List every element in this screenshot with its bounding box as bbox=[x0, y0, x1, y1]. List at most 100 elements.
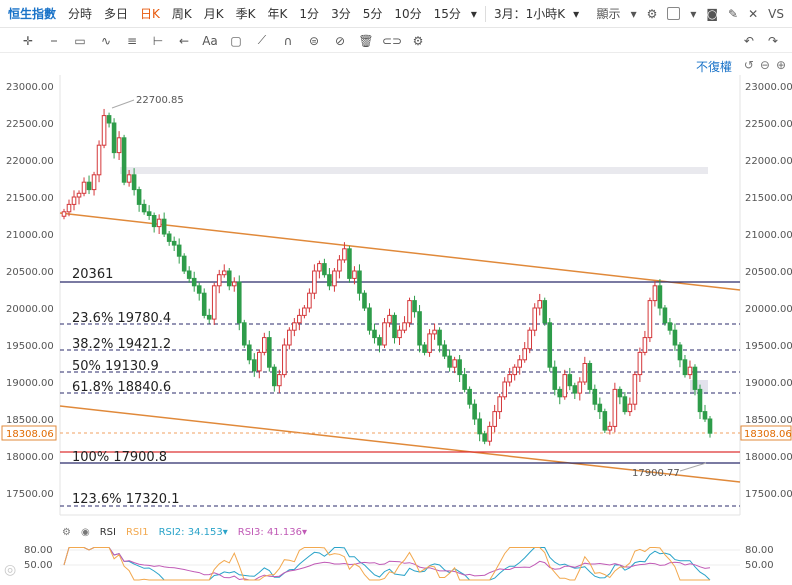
candle-body bbox=[682, 359, 688, 376]
rsi2-value: 34.153 bbox=[187, 526, 223, 538]
note-tool-icon[interactable]: ▢ bbox=[230, 33, 242, 48]
candle-series bbox=[61, 108, 713, 446]
lock-icon[interactable]: ⊜ bbox=[308, 33, 320, 48]
rectangle-tool-icon[interactable]: ▭ bbox=[74, 33, 86, 48]
candle-body bbox=[141, 203, 147, 213]
candle-body bbox=[116, 137, 122, 154]
candle-body bbox=[171, 240, 177, 246]
measure-tool-icon[interactable]: ⊢ bbox=[152, 33, 164, 48]
price-tick: 17500.00 bbox=[745, 489, 792, 500]
text-tool-icon[interactable]: Aa bbox=[202, 33, 218, 48]
candle-body bbox=[267, 337, 272, 368]
tab-timeframe-5[interactable]: 季K bbox=[235, 7, 256, 21]
line-tool-icon[interactable]: ⎯ bbox=[50, 33, 57, 47]
chevron-down-icon[interactable]: ▾ bbox=[470, 6, 477, 21]
link-icon[interactable]: ⊂⊃ bbox=[381, 33, 403, 48]
candle-body bbox=[432, 329, 437, 335]
tab-timeframe-4[interactable]: 月K bbox=[203, 7, 224, 21]
trash-icon[interactable]: 🗑 bbox=[358, 33, 374, 48]
tab-timeframe-8[interactable]: 3分 bbox=[331, 7, 351, 21]
lower-trendline[interactable] bbox=[59, 405, 741, 483]
tab-timeframe-10[interactable]: 10分 bbox=[394, 7, 422, 21]
hide-icon[interactable]: ⊘ bbox=[334, 33, 346, 48]
tab-timeframe-2[interactable]: 日K bbox=[140, 7, 160, 21]
candle-body bbox=[146, 211, 152, 217]
fib-tool-icon[interactable]: ≡ bbox=[126, 33, 138, 48]
candle-body bbox=[96, 144, 102, 176]
candle-body bbox=[512, 366, 517, 376]
candle-body bbox=[151, 215, 157, 228]
candle-body bbox=[61, 211, 67, 217]
candle-body bbox=[367, 307, 372, 331]
price-tick: 18000.00 bbox=[6, 452, 54, 463]
candle-body bbox=[702, 411, 708, 420]
fib-label-1236: 123.6% 17320.1 bbox=[72, 492, 179, 507]
candle-body bbox=[537, 300, 543, 309]
candle-body bbox=[687, 366, 693, 376]
candle-body bbox=[131, 174, 137, 191]
gear-icon[interactable]: ⚙ bbox=[62, 526, 71, 538]
candle-body bbox=[211, 285, 217, 320]
adjust-select[interactable]: 不復權 bbox=[695, 60, 732, 74]
tab-timeframe-9[interactable]: 5分 bbox=[362, 7, 383, 21]
tab-timeframe-0[interactable]: 分時 bbox=[68, 7, 93, 21]
price-tick: 19000.00 bbox=[6, 378, 54, 389]
arrow-tool-icon[interactable]: ← bbox=[178, 33, 190, 48]
fib-label-236: 23.6% 19780.4 bbox=[72, 311, 171, 326]
chevron-down-icon[interactable]: ▾ bbox=[690, 6, 697, 21]
candle-body bbox=[206, 314, 212, 320]
candle-body bbox=[602, 411, 608, 431]
candle-body bbox=[522, 348, 528, 361]
candle-body bbox=[332, 270, 337, 287]
zoom-out-icon[interactable]: ⊖ bbox=[759, 58, 770, 72]
reset-icon[interactable]: ↺ bbox=[743, 58, 754, 72]
candle-body bbox=[412, 300, 417, 313]
compare-icon[interactable]: VS bbox=[768, 6, 784, 21]
camera-icon[interactable]: ◙ bbox=[706, 6, 719, 21]
symbol-name[interactable]: 恒生指數 bbox=[8, 7, 57, 21]
price-tag-right bbox=[740, 425, 792, 441]
chevron-down-icon[interactable]: ▾ bbox=[630, 6, 637, 21]
candle-body bbox=[216, 274, 222, 287]
crosshair-icon[interactable]: ✛ bbox=[22, 33, 34, 48]
upper-trendline[interactable] bbox=[59, 212, 741, 291]
price-tick: 20500.00 bbox=[6, 267, 54, 278]
tab-timeframe-3[interactable]: 周K bbox=[171, 7, 192, 21]
candle-body bbox=[277, 374, 282, 387]
candle-body bbox=[652, 285, 658, 302]
candle-body bbox=[487, 425, 492, 442]
candle-body bbox=[282, 344, 287, 376]
ruler-icon[interactable]: ⟋ bbox=[257, 33, 267, 47]
pen-icon[interactable]: ✎ bbox=[728, 6, 739, 21]
magnet-icon[interactable]: ∩ bbox=[283, 33, 293, 48]
candle-body bbox=[427, 333, 432, 353]
zoom-in-icon[interactable]: ⊕ bbox=[775, 58, 786, 72]
price-tag-left bbox=[1, 425, 57, 441]
undo-icon[interactable]: ↶ bbox=[743, 33, 754, 48]
rsi2-label: RSI2: 34.153▾ bbox=[158, 526, 228, 538]
candle-body bbox=[382, 322, 387, 346]
tab-timeframe-6[interactable]: 年K bbox=[267, 7, 288, 21]
eye-icon[interactable]: ◉ bbox=[80, 526, 90, 538]
tab-timeframe-7[interactable]: 1分 bbox=[299, 7, 320, 21]
chevron-down-icon[interactable]: ▾ bbox=[573, 6, 580, 21]
tab-timeframe-11[interactable]: 15分 bbox=[433, 7, 461, 21]
candle-body bbox=[91, 174, 97, 191]
candle-body bbox=[452, 359, 457, 368]
rsi-tick-50-right: 50.00 bbox=[745, 560, 774, 571]
chart-controls: ↺ ⊖ ⊕ bbox=[744, 58, 786, 72]
range-select[interactable]: 3月：1小時K bbox=[493, 7, 566, 21]
redo-icon[interactable]: ↷ bbox=[767, 33, 778, 48]
gear-icon[interactable]: ⚙ bbox=[646, 6, 658, 21]
close-icon[interactable]: ✕ bbox=[748, 6, 759, 21]
candle-body bbox=[392, 314, 397, 339]
checkbox-icon[interactable] bbox=[667, 7, 681, 20]
price-tick: 23000.00 bbox=[6, 82, 54, 93]
settings-icon[interactable]: ⚙ bbox=[412, 33, 424, 48]
tab-timeframe-1[interactable]: 多日 bbox=[104, 7, 129, 21]
rsi3-name: RSI3: bbox=[237, 526, 264, 538]
drawing-toolbar: ✛ ⎯ ▭ ∿ ≡ ⊢ ← Aa ▢ ⟋ ∩ ⊜ ⊘ 🗑 ⊂⊃ ⚙ ↶ ↷ bbox=[0, 29, 792, 53]
display-button[interactable]: 顯示 bbox=[596, 7, 621, 21]
trend-tool-icon[interactable]: ∿ bbox=[100, 33, 112, 48]
